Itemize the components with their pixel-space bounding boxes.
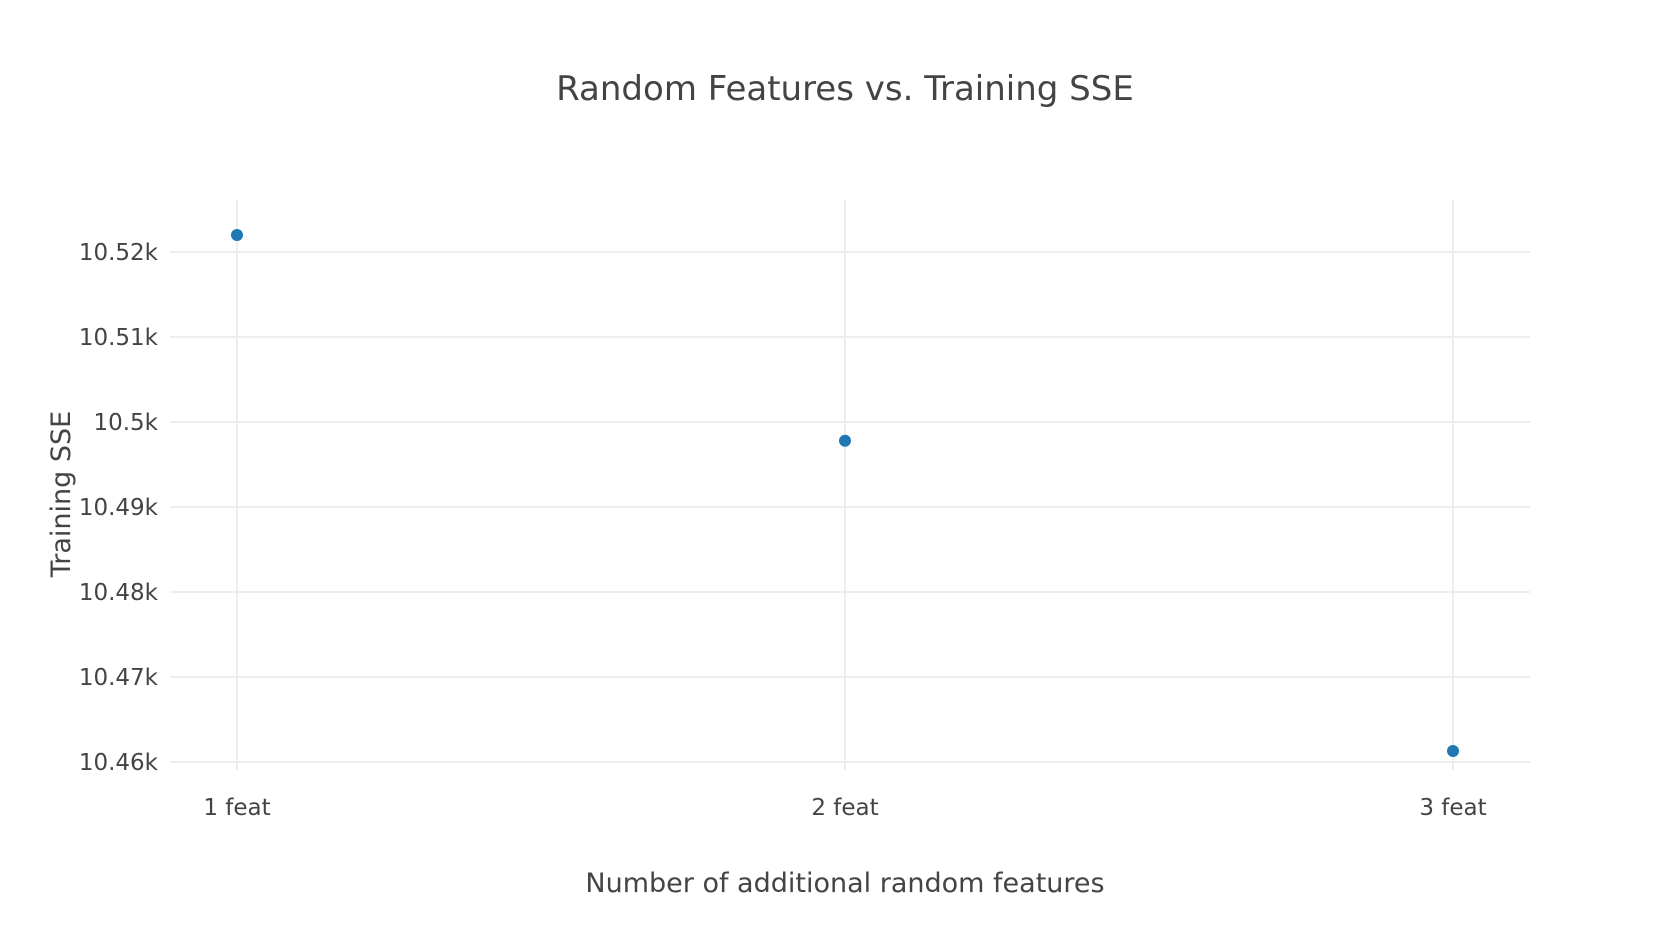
x-tick-label: 3 feat [1419, 795, 1486, 821]
chart-title: Random Features vs. Training SSE [556, 69, 1134, 109]
y-axis-title: Training SSE [46, 411, 77, 578]
x-tick-labels: 1 feat 2 feat 3 feat [203, 795, 1486, 821]
y-tick-label: 10.46k [79, 750, 159, 776]
y-tick-label: 10.48k [79, 580, 159, 606]
data-points [231, 229, 1459, 757]
y-tick-label: 10.52k [79, 240, 159, 266]
y-tick-label: 10.5k [93, 410, 158, 436]
y-tick-labels: 10.46k 10.47k 10.48k 10.49k 10.5k 10.51k 10.52… [79, 240, 159, 776]
y-tick-label: 10.51k [79, 325, 159, 351]
data-point [231, 229, 243, 241]
y-gridlines [170, 251, 1530, 763]
x-axis-title: Number of additional random features [585, 868, 1104, 899]
x-tick-label: 1 feat [203, 795, 270, 821]
y-tick-label: 10.47k [79, 665, 159, 691]
data-point [839, 434, 851, 447]
x-tick-label: 2 feat [811, 795, 878, 821]
x-gridlines [236, 200, 1454, 770]
data-point [1447, 744, 1459, 757]
y-tick-label: 10.49k [79, 495, 159, 521]
